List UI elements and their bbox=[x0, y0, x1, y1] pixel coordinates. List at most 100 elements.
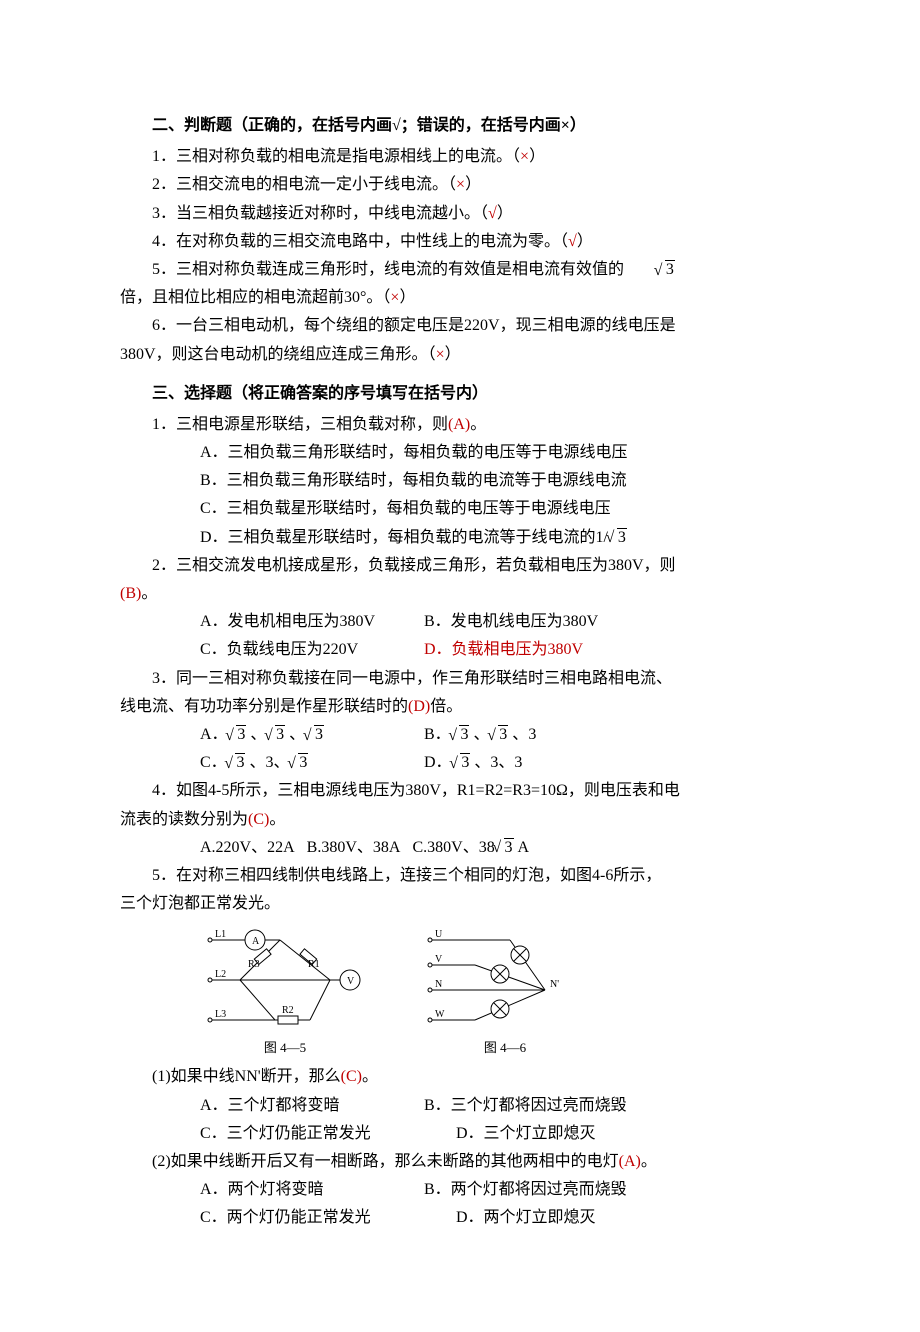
sqrt3-icon: 3 bbox=[451, 721, 470, 748]
s2-q6-ans: × bbox=[436, 346, 445, 363]
s3-q5-1-row2: C．三个灯仍能正常发光 D．三个灯立即熄灭 bbox=[120, 1120, 820, 1147]
s3-q3-d: D．3 、3、3 bbox=[424, 749, 522, 776]
s3-q5-2-b: B．两个灯都将因过亮而烧毁 bbox=[424, 1176, 627, 1203]
s3-q1-c: C．三相负载星形联结时，每相负载的电压等于电源线电压 bbox=[120, 495, 820, 522]
s3-q5-2: (2)如果中线断开后又有一相断路，那么未断路的其他两相中的电灯(A)。 bbox=[120, 1148, 820, 1175]
s3-q2-b: B．发电机线电压为380V bbox=[424, 608, 598, 635]
s3-q1-stem: 1．三相电源星形联结，三相负载对称，则 bbox=[152, 416, 448, 433]
sqrt3-icon: 3 bbox=[452, 749, 471, 776]
s3-q3-ans: (D) bbox=[408, 698, 430, 715]
fig2-caption: 图 4—6 bbox=[420, 1037, 590, 1059]
s3-q3-tail: 倍。 bbox=[430, 698, 462, 715]
s2-q2-text: 三相交流电的相电流一定小于线电流。 bbox=[176, 176, 448, 193]
fig2-N: N bbox=[435, 979, 442, 990]
s3-q2-row1: A．发电机相电压为380V B．发电机线电压为380V bbox=[120, 608, 820, 635]
section2-heading: 二、判断题（正确的，在括号内画√；错误的，在括号内画×） bbox=[120, 112, 820, 139]
s2-q5-text-b: 倍，且相位比相应的相电流超前30°。 bbox=[120, 289, 382, 306]
s3-q2-c: C．负载线电压为220V bbox=[200, 636, 424, 663]
s2-q4-n: 4． bbox=[152, 233, 176, 250]
sqrt3-icon: 3 bbox=[624, 256, 675, 283]
s3-q5-2-row1: A．两个灯将变暗 B．两个灯都将因过亮而烧毁 bbox=[120, 1176, 820, 1203]
fig1-V: V bbox=[347, 976, 355, 987]
sqrt3-icon: 3 bbox=[305, 721, 324, 748]
s3-q3-b: B．3 、3 、3 bbox=[424, 721, 536, 748]
s3-q2-tail: 。 bbox=[141, 585, 157, 602]
section3-heading: 三、选择题（将正确答案的序号填写在括号内） bbox=[120, 380, 820, 407]
s3-q5: 5．在对称三相四线制供电线路上，连接三个相同的灯泡，如图4-6所示， bbox=[120, 862, 820, 889]
s2-q5: 5．三相对称负载连成三角形时，线电流的有效值是相电流有效值的3 bbox=[120, 256, 820, 283]
s2-q5-cont: 倍，且相位比相应的相电流超前30°。（×） bbox=[120, 284, 820, 311]
s3-q1-b: B．三相负载三角形联结时，每相负载的电流等于电源线电流 bbox=[120, 467, 820, 494]
s3-q3-row2: C．3 、3、3 D．3 、3、3 bbox=[120, 749, 820, 776]
s3-q4-b: B.380V、38A bbox=[307, 839, 401, 856]
s3-q2-stem: 2．三相交流发电机接成星形，负载接成三角形，若负载相电压为380V，则 bbox=[152, 557, 676, 574]
s2-q6-text-a: 一台三相电动机，每个绕组的额定电压是220V，现三相电源的线电压是 bbox=[176, 317, 676, 334]
s2-q3-n: 3． bbox=[152, 205, 176, 222]
s3-q5-1-c: C．三个灯仍能正常发光 bbox=[200, 1120, 424, 1147]
s3-q4-opts: A.220V、22A B.380V、38A C.380V、383 A bbox=[120, 834, 820, 861]
s3-q5-1-stem: (1)如果中线NN'断开，那么 bbox=[152, 1068, 341, 1085]
fig2-Np: N' bbox=[550, 979, 559, 990]
s2-q6-cont: 380V，则这台电动机的绕组应连成三角形。（×） bbox=[120, 341, 820, 368]
sqrt3-icon: 3 bbox=[290, 749, 309, 776]
s2-q6-text-b: 380V，则这台电动机的绕组应连成三角形。 bbox=[120, 346, 428, 363]
fig2-W: W bbox=[435, 1009, 445, 1020]
sqrt3-icon: 3 bbox=[228, 721, 247, 748]
s3-q4-a: A.220V、22A bbox=[200, 839, 295, 856]
fig1-A: A bbox=[252, 936, 260, 947]
s2-q1-ans: × bbox=[520, 148, 529, 165]
s2-q4: 4．在对称负载的三相交流电路中，中性线上的电流为零。（√） bbox=[120, 228, 820, 255]
fig1-R3: R3 bbox=[248, 959, 260, 970]
s3-q4-ans: (C) bbox=[248, 811, 269, 828]
fig1-L2: L2 bbox=[215, 969, 226, 980]
s3-q5-cont: 三个灯泡都正常发光。 bbox=[120, 890, 820, 917]
s2-q6: 6．一台三相电动机，每个绕组的额定电压是220V，现三相电源的线电压是 bbox=[120, 312, 820, 339]
s3-q4-c: C.380V、383 A bbox=[412, 839, 529, 856]
sqrt3-icon: 3 bbox=[227, 749, 246, 776]
s2-q5-n: 5． bbox=[152, 261, 176, 278]
s2-q6-n: 6． bbox=[152, 317, 176, 334]
s3-q1-ans: (A) bbox=[448, 416, 470, 433]
s3-q2: 2．三相交流发电机接成星形，负载接成三角形，若负载相电压为380V，则 bbox=[120, 552, 820, 579]
s3-q5-2-stem: (2)如果中线断开后又有一相断路，那么未断路的其他两相中的电灯 bbox=[152, 1153, 619, 1170]
fig1-caption: 图 4—5 bbox=[200, 1037, 370, 1059]
s3-q1-d: D．三相负载星形联结时，每相负载的电流等于线电流的1/3 bbox=[120, 524, 820, 551]
s2-q3-ans: √ bbox=[488, 205, 497, 222]
s3-q1-a: A．三相负载三角形联结时，每相负载的电压等于电源线电压 bbox=[120, 439, 820, 466]
s3-q5-stem-a: 5．在对称三相四线制供电线路上，连接三个相同的灯泡，如图4-6所示， bbox=[152, 867, 661, 884]
s3-q2-row2: C．负载线电压为220V D．负载相电压为380V bbox=[120, 636, 820, 663]
fig2-V: V bbox=[435, 954, 443, 965]
s3-q4: 4．如图4-5所示，三相电源线电压为380V，R1=R2=R3=10Ω，则电压表… bbox=[120, 777, 820, 804]
s3-q5-2-row2: C．两个灯仍能正常发光 D．两个灯立即熄灭 bbox=[120, 1204, 820, 1231]
circuit-4-5-icon: L1 L2 L3 A V R1 R2 R3 bbox=[200, 925, 370, 1035]
sqrt3-icon: 3 bbox=[495, 834, 514, 861]
s2-q2-ans: × bbox=[456, 176, 465, 193]
figure-4-6: U V N W N' 图 4—6 bbox=[420, 925, 590, 1059]
s2-q3-text: 当三相负载越接近对称时，中线电流越小。 bbox=[176, 205, 480, 222]
s3-q2-d: D．负载相电压为380V bbox=[424, 636, 583, 663]
s3-q4-stem-b: 流表的读数分别为 bbox=[120, 811, 248, 828]
s3-q5-1-row1: A．三个灯都将变暗 B．三个灯都将因过亮而烧毁 bbox=[120, 1092, 820, 1119]
s2-q1-n: 1． bbox=[152, 148, 176, 165]
fig2-U: U bbox=[435, 929, 443, 940]
s3-q1: 1．三相电源星形联结，三相负载对称，则(A)。 bbox=[120, 411, 820, 438]
s2-q5-text-a: 三相对称负载连成三角形时，线电流的有效值是相电流有效值的 bbox=[176, 261, 624, 278]
sqrt3-icon: 3 bbox=[608, 524, 627, 551]
circuit-4-6-icon: U V N W N' bbox=[420, 925, 590, 1035]
s2-q4-text: 在对称负载的三相交流电路中，中性线上的电流为零。 bbox=[176, 233, 560, 250]
s3-q3: 3．同一三相对称负载接在同一电源中，作三角形联结时三相电路相电流、 bbox=[120, 665, 820, 692]
s2-q4-ans: √ bbox=[568, 233, 577, 250]
s2-q2-n: 2． bbox=[152, 176, 176, 193]
s2-q5-ans: × bbox=[390, 289, 399, 306]
s3-q1-d-pre: D．三相负载星形联结时，每相负载的电流等于线电流的1/ bbox=[200, 529, 608, 546]
s3-q2-ans: (B) bbox=[120, 585, 141, 602]
s3-q5-1-d: D．三个灯立即熄灭 bbox=[424, 1120, 596, 1147]
s3-q3-row1: A．3 、3 、3 B．3 、3 、3 bbox=[120, 721, 820, 748]
figure-4-5: L1 L2 L3 A V R1 R2 R3 图 4—5 bbox=[200, 925, 370, 1059]
sqrt3-icon: 3 bbox=[490, 721, 509, 748]
s3-q3-cont: 线电流、有功功率分别是作星形联结时的(D)倍。 bbox=[120, 693, 820, 720]
s3-q3-stem-b: 线电流、有功功率分别是作星形联结时的 bbox=[120, 698, 408, 715]
s3-q1-tail: 。 bbox=[470, 416, 486, 433]
s2-q1-text: 三相对称负载的相电流是指电源相线上的电流。 bbox=[176, 148, 512, 165]
s3-q2-a: A．发电机相电压为380V bbox=[200, 608, 424, 635]
